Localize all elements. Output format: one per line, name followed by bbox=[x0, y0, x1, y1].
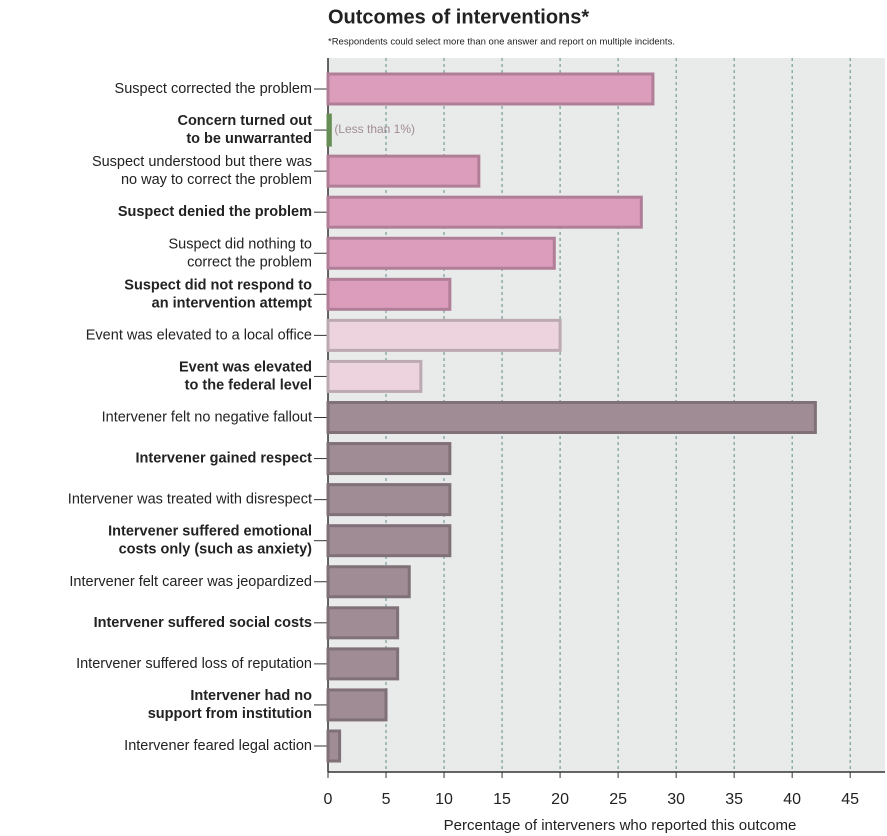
x-tick-label: 10 bbox=[435, 791, 453, 808]
bar bbox=[326, 401, 817, 434]
bar bbox=[326, 154, 481, 188]
x-tick-label: 30 bbox=[667, 791, 685, 808]
y-tick-label: Intervener had no support from institutio… bbox=[148, 688, 312, 722]
bar bbox=[326, 647, 400, 681]
y-tick-label: Suspect did not respond to an interventio… bbox=[124, 277, 312, 311]
bar bbox=[326, 729, 342, 763]
x-tick-label: 25 bbox=[609, 791, 627, 808]
y-tick-label: Intervener was treated with disrespect bbox=[68, 491, 312, 507]
bar bbox=[326, 442, 452, 476]
bar bbox=[326, 483, 452, 517]
y-tick-label: Intervener gained respect bbox=[136, 450, 313, 466]
bar bbox=[326, 318, 562, 352]
y-tick-label: Intervener suffered loss of reputation bbox=[76, 656, 312, 672]
value-label: (Less than 1%) bbox=[334, 122, 415, 136]
bar bbox=[326, 565, 411, 599]
x-tick-label: 20 bbox=[551, 791, 569, 808]
y-tick-label: Event was elevated to a local office bbox=[86, 327, 312, 343]
bar bbox=[326, 606, 400, 640]
x-tick-label: 45 bbox=[841, 791, 859, 808]
y-tick-label: Suspect understood but there was no way t… bbox=[92, 154, 312, 188]
y-tick-label: Intervener felt career was jeopardized bbox=[69, 574, 312, 590]
y-tick-label: Concern turned out to be unwarranted bbox=[177, 113, 312, 147]
bar bbox=[326, 524, 452, 558]
bar bbox=[326, 113, 332, 147]
x-axis-label: Percentage of interveners who reported t… bbox=[444, 817, 797, 834]
y-tick-label: Intervener suffered emotional costs only … bbox=[108, 524, 312, 558]
chart-subtitle: *Respondents could select more than one … bbox=[328, 37, 675, 48]
y-tick-label: Event was elevated to the federal level bbox=[179, 359, 312, 393]
bar bbox=[326, 195, 643, 229]
y-tick-label: Intervener feared legal action bbox=[124, 738, 312, 754]
bar bbox=[326, 236, 556, 270]
bar bbox=[326, 688, 388, 722]
bar bbox=[326, 277, 452, 311]
x-tick-label: 0 bbox=[324, 791, 333, 808]
y-tick-label: Intervener suffered social costs bbox=[94, 615, 312, 631]
chart-title: Outcomes of interventions* bbox=[328, 6, 589, 28]
x-tick-label: 5 bbox=[382, 791, 391, 808]
y-tick-label: Suspect corrected the problem bbox=[115, 81, 312, 97]
x-tick-label: 35 bbox=[725, 791, 743, 808]
y-tick-label: Intervener felt no negative fallout bbox=[102, 409, 312, 425]
bar bbox=[326, 359, 423, 393]
y-tick-label: Suspect denied the problem bbox=[118, 204, 312, 220]
x-tick-label: 15 bbox=[493, 791, 511, 808]
bar bbox=[326, 72, 655, 106]
y-tick-label: Suspect did nothing to correct the proble… bbox=[169, 236, 313, 270]
x-tick-label: 40 bbox=[783, 791, 801, 808]
